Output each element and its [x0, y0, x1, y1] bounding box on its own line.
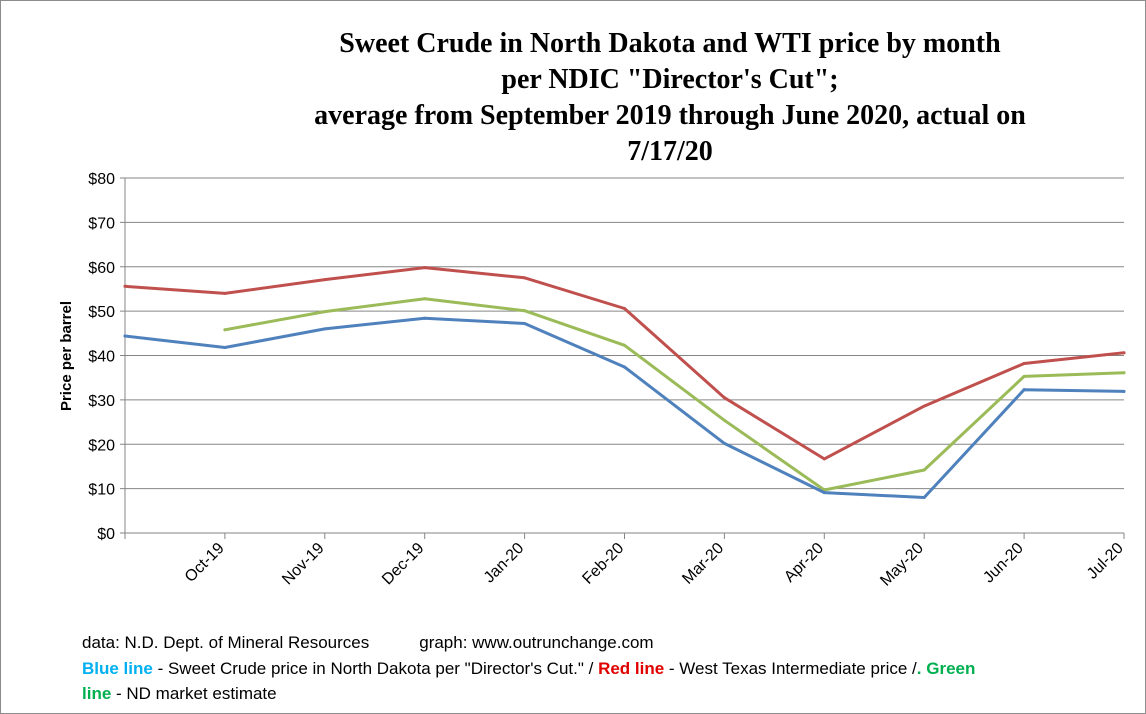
- series-line-1: [223, 297, 1126, 492]
- series-0-point: [423, 266, 427, 270]
- series-1-point: [623, 343, 626, 347]
- series-2-point: [623, 365, 626, 369]
- series-line-0: [123, 266, 1126, 461]
- x-tick-label: Jan-20: [481, 540, 528, 587]
- x-tick-label: Nov-19: [279, 540, 328, 589]
- red-line-tag: Red line: [598, 659, 665, 678]
- green-line-tag: . Green: [916, 659, 976, 678]
- y-tick-label: $70: [88, 215, 115, 232]
- green-line-tag-2: line: [82, 684, 112, 703]
- x-tick-label: Jun-20: [980, 540, 1027, 587]
- series-1-point: [922, 468, 926, 472]
- chart-title-line-4: 7/17/20: [627, 136, 713, 167]
- series-1-point: [1022, 374, 1026, 378]
- series-1-point: [223, 328, 227, 332]
- x-tick-label: Dec-19: [379, 540, 428, 589]
- green-line-text: - ND market estimate: [111, 684, 277, 703]
- series-0-point: [922, 404, 926, 408]
- series-2-point: [123, 334, 127, 338]
- blue-line-tag: Blue line: [82, 659, 153, 678]
- series-1-point: [523, 309, 527, 313]
- chart-title-line-2: per NDIC "Director's Cut";: [501, 64, 839, 95]
- footer-sources: data: N.D. Dept. of Mineral Resources gra…: [82, 633, 654, 653]
- series-2-point: [523, 322, 527, 326]
- series-0-point: [623, 306, 626, 310]
- chart-title-line-1: Sweet Crude in North Dakota and WTI pric…: [339, 28, 1001, 59]
- footer-legend-line-1: Blue line - Sweet Crude price in North D…: [82, 659, 975, 679]
- y-tick-label: $60: [88, 260, 115, 277]
- x-tick-label: Apr-20: [781, 540, 827, 586]
- series-2-point: [1122, 389, 1126, 393]
- series-0-point: [123, 284, 127, 288]
- series-0-point: [822, 457, 826, 461]
- series-0-point: [722, 396, 726, 400]
- series-2-point: [722, 441, 726, 445]
- series-0-point: [523, 276, 527, 280]
- series-0-point: [1122, 351, 1126, 355]
- footer-legend-line-2: line - ND market estimate: [82, 684, 277, 704]
- series-2-point: [323, 327, 327, 331]
- series-1-point: [323, 310, 327, 314]
- y-axis-title: Price per barrel: [58, 301, 75, 411]
- series-1-point: [423, 297, 427, 301]
- y-tick-label: $30: [88, 393, 115, 410]
- series-0-point: [323, 278, 327, 282]
- y-tick-label: $0: [97, 526, 115, 543]
- gridlines: [125, 177, 1124, 490]
- series-0-point: [1022, 361, 1026, 365]
- series-2-point: [223, 346, 227, 350]
- red-line-text: - West Texas Intermediate price /: [664, 659, 917, 678]
- chart-title: Sweet Crude in North Dakota and WTI pric…: [220, 26, 1120, 170]
- x-tick-label: Mar-20: [679, 540, 727, 588]
- series-lines: [123, 266, 1126, 499]
- series-2-point: [423, 316, 427, 320]
- y-tick-label: $50: [88, 304, 115, 321]
- y-tick-label: $40: [88, 349, 115, 366]
- blue-line-text: - Sweet Crude price in North Dakota per …: [152, 659, 599, 678]
- data-source-text: data: N.D. Dept. of Mineral Resources: [82, 633, 370, 652]
- series-0-point: [223, 291, 227, 295]
- series-2-point: [922, 496, 926, 499]
- x-tick-label: Jul-20: [1084, 540, 1127, 583]
- chart-title-line-3: average from September 2019 through June…: [314, 100, 1026, 131]
- series-2-point: [1022, 388, 1026, 392]
- series-1-point: [722, 418, 726, 422]
- graph-source-text: graph: www.outrunchange.com: [419, 633, 654, 652]
- series-1-point: [1122, 371, 1126, 375]
- y-tick-label: $20: [88, 437, 115, 454]
- x-tick-label: Oct-19: [182, 540, 228, 586]
- series-2-point: [822, 491, 826, 495]
- y-ticks: $0 $10 $20 $30 $40 $50 $60 $70 $80: [88, 171, 125, 543]
- y-tick-label: $10: [88, 482, 115, 499]
- x-tick-label: May-20: [877, 540, 927, 590]
- x-tick-label: Feb-20: [579, 540, 627, 588]
- y-tick-label: $80: [88, 171, 115, 188]
- x-ticks: Oct-19 Nov-19 Dec-19 Jan-20 Feb-20 Mar-20 Apr-…: [124, 533, 1127, 590]
